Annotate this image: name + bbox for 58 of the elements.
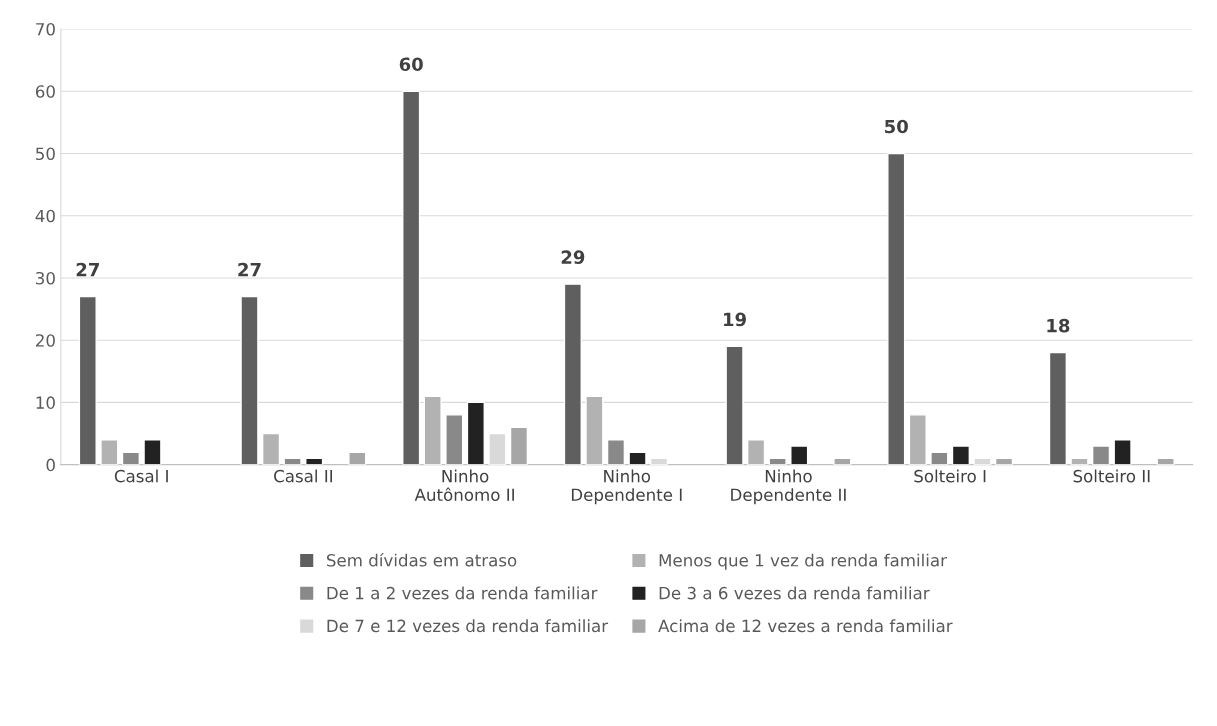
bar [445,414,464,465]
x-tick-label: Casal I [114,469,168,483]
bar [563,283,582,465]
bar [121,451,141,465]
legend-label: De 7 e 12 vezes da renda familiar [327,619,609,633]
bar [790,445,809,465]
y-tick-label: 70 [36,23,55,36]
bar [951,445,971,465]
bar [78,295,97,465]
x-tick-label: Ninho Autônomo II [414,469,514,502]
data-label: 27 [238,262,261,277]
y-tick-label: 50 [36,147,55,161]
bar [930,451,949,465]
legend-label: De 1 a 2 vezes da renda familiar [327,586,598,600]
bar [488,432,507,465]
bar [423,395,442,465]
y-tick-label: 0 [46,458,55,472]
bar [908,414,927,465]
y-tick-label: 30 [36,271,55,285]
bar [402,90,421,465]
data-label: 29 [561,250,585,265]
bar [1091,445,1111,465]
bar [628,451,647,465]
bar [887,152,906,465]
bar [348,451,367,465]
bar [509,426,529,465]
bar [100,439,119,465]
legend-label: Sem dívidas em atraso [326,553,517,567]
x-tick-label: Ninho Dependente II [731,469,846,505]
y-tick-label: 40 [35,209,55,223]
y-tick-label: 20 [36,334,55,347]
bar [1113,439,1132,465]
bar [466,401,485,465]
bar [747,439,766,465]
legend-label: Acima de 12 vezes a renda familiar [658,619,953,633]
bar [606,439,626,465]
bar [283,457,302,465]
legend-label: Menos que 1 vez da renda familiar [659,553,947,570]
bar [261,432,281,465]
x-tick-label: Ninho Dependente I [571,469,682,505]
legend-label: De 3 a 6 vezes da renda familiar [659,586,930,600]
bar [585,395,604,465]
x-tick-label: Solteiro II [1073,469,1150,483]
bar [1048,351,1068,465]
bar [240,295,259,465]
y-tick-label: 60 [35,85,55,98]
bar [1070,457,1089,465]
y-tick-label: 10 [36,396,55,409]
data-label: 50 [885,119,908,134]
data-label: 18 [1047,318,1070,333]
x-tick-label: Solteiro I [914,469,986,483]
x-tick-label: Casal II [274,469,332,483]
data-label: 27 [76,262,99,277]
data-label: 60 [399,57,423,72]
bar [725,345,744,465]
data-label: 19 [724,312,746,327]
bar [143,439,162,465]
bar [973,457,992,465]
